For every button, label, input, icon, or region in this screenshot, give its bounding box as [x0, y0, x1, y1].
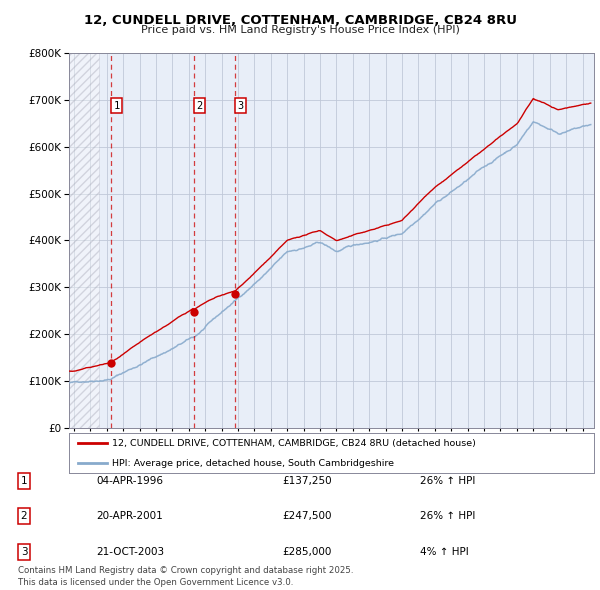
Text: 21-OCT-2003: 21-OCT-2003 [96, 547, 164, 556]
Text: 12, CUNDELL DRIVE, COTTENHAM, CAMBRIDGE, CB24 8RU (detached house): 12, CUNDELL DRIVE, COTTENHAM, CAMBRIDGE,… [112, 438, 476, 448]
Text: £247,500: £247,500 [282, 512, 331, 521]
Text: £285,000: £285,000 [282, 547, 331, 556]
Text: £137,250: £137,250 [282, 476, 332, 486]
Text: Contains HM Land Registry data © Crown copyright and database right 2025.
This d: Contains HM Land Registry data © Crown c… [18, 566, 353, 587]
Text: 20-APR-2001: 20-APR-2001 [96, 512, 163, 521]
Text: 3: 3 [20, 547, 28, 556]
Text: HPI: Average price, detached house, South Cambridgeshire: HPI: Average price, detached house, Sout… [112, 458, 394, 468]
Text: 2: 2 [196, 100, 202, 110]
Text: 12, CUNDELL DRIVE, COTTENHAM, CAMBRIDGE, CB24 8RU: 12, CUNDELL DRIVE, COTTENHAM, CAMBRIDGE,… [83, 14, 517, 27]
Text: 1: 1 [113, 100, 120, 110]
Text: 1: 1 [20, 476, 28, 486]
Text: 4% ↑ HPI: 4% ↑ HPI [420, 547, 469, 556]
Text: 3: 3 [238, 100, 244, 110]
Text: 2: 2 [20, 512, 28, 521]
Text: 04-APR-1996: 04-APR-1996 [96, 476, 163, 486]
Text: Price paid vs. HM Land Registry's House Price Index (HPI): Price paid vs. HM Land Registry's House … [140, 25, 460, 35]
Text: 26% ↑ HPI: 26% ↑ HPI [420, 476, 475, 486]
Text: 26% ↑ HPI: 26% ↑ HPI [420, 512, 475, 521]
